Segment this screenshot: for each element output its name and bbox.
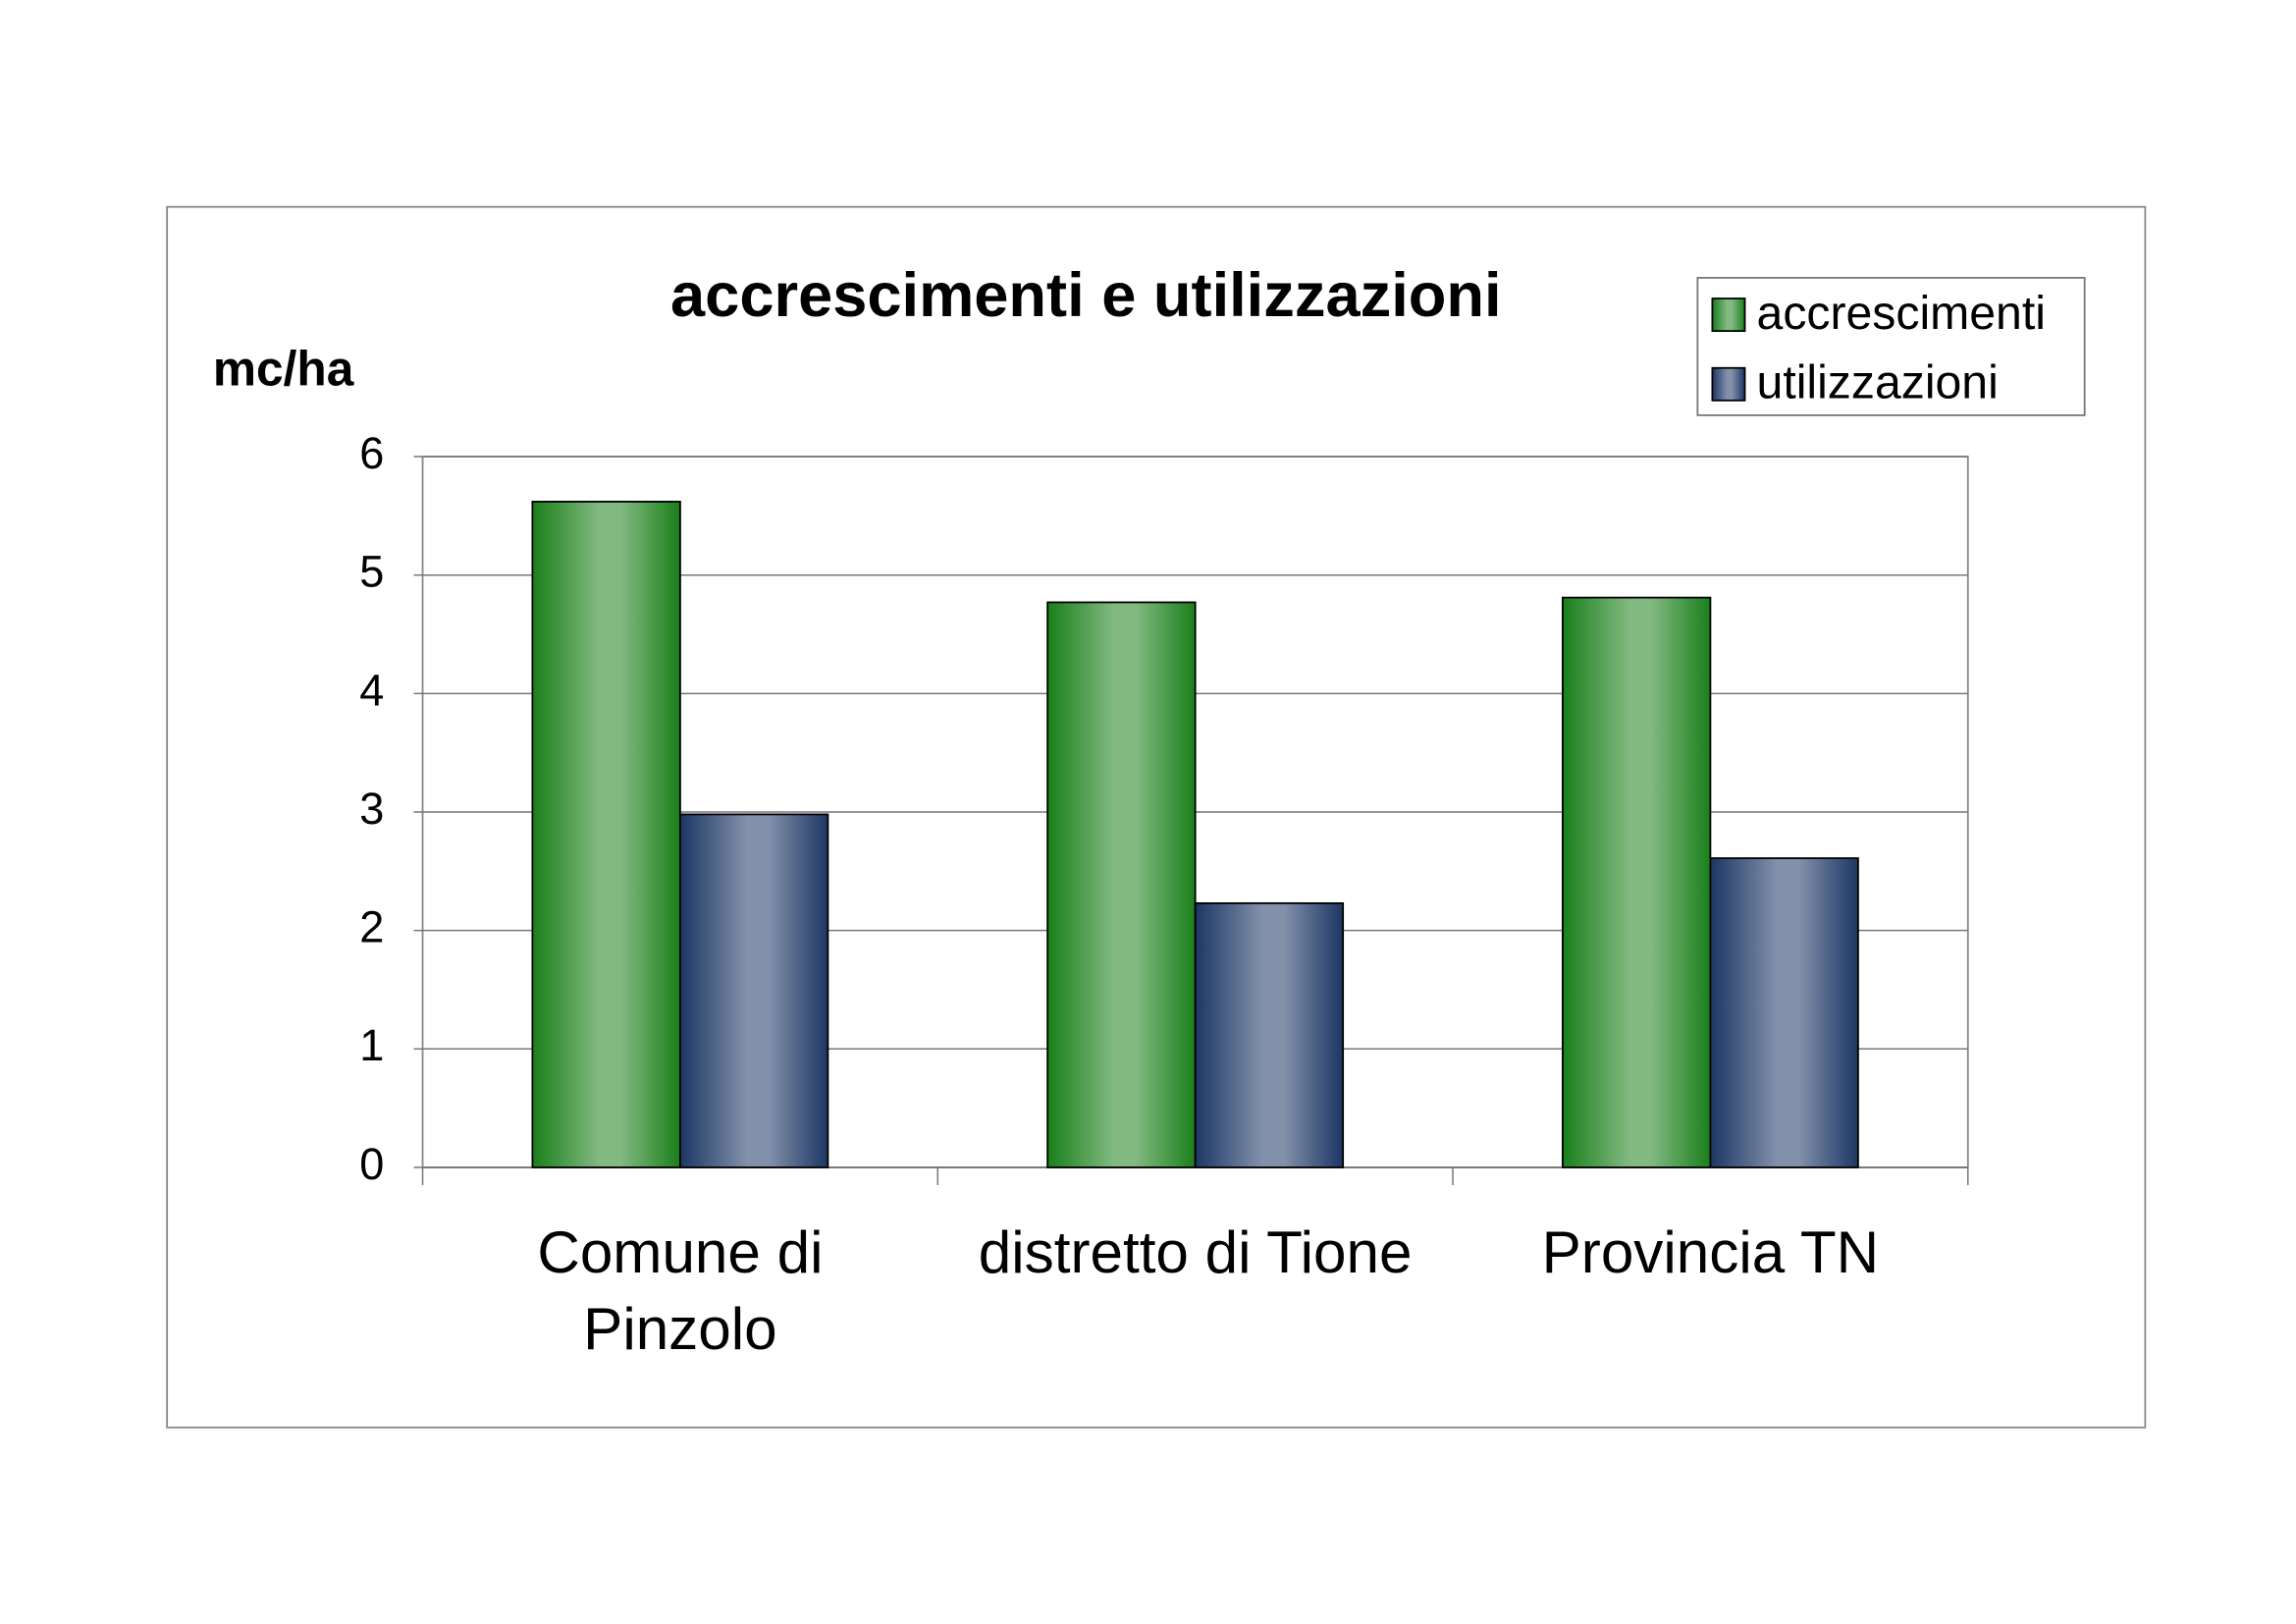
y-tick-label: 5	[359, 547, 384, 597]
bar	[1562, 596, 1712, 1168]
bar	[679, 813, 829, 1168]
legend-label: utilizzazioni	[1757, 356, 1999, 409]
x-tick-label-box: Comune di Pinzolo	[537, 1220, 824, 1363]
x-tick-label-box: distretto di Tione	[978, 1220, 1413, 1286]
x-tick-label-box: Provincia TN	[1541, 1220, 1880, 1286]
chart-title: accrescimenti e utilizzazioni	[670, 261, 1502, 330]
legend-box	[1696, 277, 2086, 416]
x-tick-label: distretto di Tione	[978, 1220, 1413, 1286]
y-tick-label: 1	[359, 1020, 384, 1070]
bar	[1194, 901, 1345, 1168]
y-axis-label: mc/ha	[213, 341, 354, 396]
legend-swatch	[1711, 298, 1746, 333]
legend-label: accrescimenti	[1757, 287, 2046, 340]
x-tick-label: Comune di Pinzolo	[537, 1220, 824, 1363]
x-tick-label: Provincia TN	[1541, 1220, 1880, 1286]
y-tick-label: 4	[359, 665, 384, 715]
bar	[1709, 857, 1859, 1168]
bar	[531, 500, 681, 1168]
y-tick-label: 2	[359, 902, 384, 952]
bar	[1046, 601, 1197, 1168]
y-tick-label: 0	[359, 1139, 384, 1189]
y-tick-label: 6	[359, 428, 384, 478]
legend-swatch	[1711, 366, 1746, 402]
y-tick-label: 3	[359, 784, 384, 834]
